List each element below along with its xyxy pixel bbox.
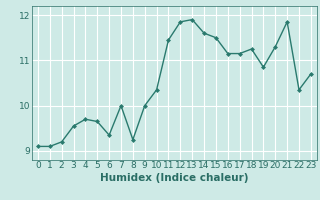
X-axis label: Humidex (Indice chaleur): Humidex (Indice chaleur) xyxy=(100,173,249,183)
